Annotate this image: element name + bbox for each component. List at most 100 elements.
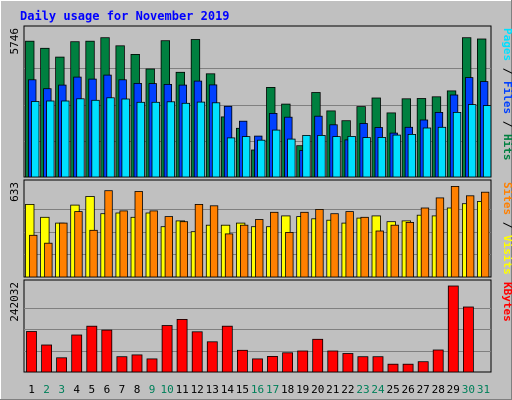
bar-kbytes-day-20 — [312, 338, 324, 373]
panel-kbytes — [23, 279, 492, 373]
x-tick-label-13: 13 — [206, 383, 219, 396]
bar-sites-day-29 — [450, 185, 460, 278]
bar-pages-day-29 — [452, 112, 462, 178]
bar-pages-day-8 — [136, 101, 145, 178]
bar-sites-day-28 — [435, 197, 445, 278]
x-tick-label-6: 6 — [104, 383, 111, 396]
bar-kbytes-day-12 — [191, 331, 203, 373]
legend-item-pages: Pages — [501, 28, 512, 61]
bar-pages-day-24 — [377, 136, 386, 178]
bar-kbytes-day-18 — [282, 352, 294, 373]
panel-hits-files-pages — [23, 25, 492, 178]
bar-kbytes-day-26 — [402, 363, 414, 373]
bar-kbytes-day-22 — [342, 353, 354, 373]
x-tick-label-26: 26 — [401, 383, 414, 396]
bar-pages-day-18 — [287, 138, 296, 178]
x-tick-label-17: 17 — [266, 383, 279, 396]
bar-sites-day-22 — [345, 211, 354, 278]
bar-sites-day-2 — [44, 242, 53, 278]
bar-sites-day-21 — [330, 213, 339, 278]
x-tick-label-28: 28 — [432, 383, 445, 396]
bar-sites-day-6 — [104, 190, 113, 278]
bar-sites-day-15 — [239, 224, 249, 278]
bar-kbytes-day-16 — [252, 358, 263, 373]
x-tick-label-2: 2 — [43, 383, 50, 396]
x-tick-label-25: 25 — [386, 383, 399, 396]
bar-kbytes-day-9 — [146, 358, 158, 373]
bar-pages-day-31 — [482, 105, 492, 178]
chart-title: Daily usage for November 2019 — [20, 9, 230, 23]
x-axis-labels: 1 2 3 4 5 6 7 8 9 10 11 12 13 14 15 16 17 18 19 20 21 22 23 24 2… — [28, 383, 490, 396]
bar-kbytes-day-27 — [417, 361, 429, 373]
bar-sites-day-20 — [315, 208, 324, 278]
bar-sites-day-27 — [420, 207, 430, 278]
bar-sites-day-31 — [480, 191, 490, 278]
x-tick-label-22: 22 — [341, 383, 354, 396]
bar-kbytes-day-3 — [56, 357, 67, 373]
y-max-label: 242032 — [8, 282, 21, 322]
bar-kbytes-day-11 — [176, 318, 188, 373]
bar-pages-day-23 — [362, 137, 371, 178]
x-tick-label-21: 21 — [326, 383, 339, 396]
x-tick-label-4: 4 — [73, 383, 80, 396]
x-tick-label-1: 1 — [28, 383, 35, 396]
x-tick-label-11: 11 — [176, 383, 189, 396]
bar-kbytes-day-13 — [206, 341, 218, 373]
bar-kbytes-day-17 — [267, 355, 278, 373]
legend-item-sites: Sites — [501, 182, 512, 215]
x-tick-label-19: 19 — [296, 383, 309, 396]
legend-hits-files-pages: Pages / Files / Hits — [501, 28, 512, 161]
x-tick-label-29: 29 — [447, 383, 460, 396]
bar-sites-day-19 — [300, 211, 309, 278]
bar-sites-day-1 — [29, 234, 38, 278]
legend-kbytes: KBytes — [501, 282, 512, 322]
bar-pages-day-7 — [121, 98, 130, 178]
bar-sites-day-7 — [119, 210, 128, 278]
bar-pages-day-14 — [226, 137, 236, 178]
bar-kbytes-day-7 — [116, 356, 128, 373]
bar-pages-day-25 — [392, 134, 401, 178]
bar-pages-day-2 — [46, 100, 55, 178]
bar-kbytes-day-6 — [101, 329, 113, 373]
bar-kbytes-day-14 — [221, 325, 233, 373]
bar-sites-day-10 — [164, 216, 174, 278]
legend-item-kbytes: KBytes — [501, 282, 512, 322]
bar-kbytes-day-25 — [387, 363, 399, 373]
x-tick-label-10: 10 — [160, 383, 173, 396]
x-tick-label-18: 18 — [281, 383, 294, 396]
bar-pages-day-5 — [91, 99, 100, 178]
bar-pages-day-3 — [61, 100, 70, 178]
y-axis-labels: 5746 633 242032 — [8, 28, 21, 322]
bar-pages-day-21 — [332, 136, 341, 178]
bar-pages-day-20 — [317, 134, 326, 178]
bar-sites-day-9 — [149, 210, 158, 278]
bar-sites-day-17 — [270, 211, 279, 278]
x-tick-label-31: 31 — [477, 383, 490, 396]
bar-pages-day-10 — [166, 101, 176, 178]
x-tick-label-16: 16 — [251, 383, 264, 396]
bar-sites-day-14 — [224, 233, 234, 278]
legend-separator: / — [501, 61, 512, 81]
bar-pages-day-9 — [151, 101, 160, 178]
bar-kbytes-day-4 — [71, 334, 83, 373]
bar-sites-day-4 — [74, 211, 83, 278]
x-tick-label-3: 3 — [58, 383, 65, 396]
bar-sites-day-30 — [465, 195, 475, 278]
x-tick-label-8: 8 — [134, 383, 141, 396]
bar-pages-day-1 — [31, 101, 40, 178]
legend-item-hits: Hits — [501, 134, 512, 161]
x-tick-label-15: 15 — [236, 383, 249, 396]
bar-sites-day-16 — [255, 219, 264, 278]
bar-pages-day-22 — [347, 135, 356, 178]
bar-sites-day-23 — [360, 216, 369, 278]
bar-pages-day-13 — [211, 102, 221, 178]
legend: Pages / Files / Hits Sites / Visits KBytes — [501, 28, 512, 322]
bar-kbytes-day-28 — [432, 349, 444, 373]
bar-pages-day-19 — [302, 134, 311, 178]
bar-sites-day-13 — [209, 205, 219, 278]
bar-sites-day-18 — [285, 231, 294, 278]
bar-pages-day-11 — [181, 102, 191, 178]
legend-visits-sites: Sites / Visits — [501, 182, 512, 275]
bar-pages-day-30 — [467, 104, 477, 178]
